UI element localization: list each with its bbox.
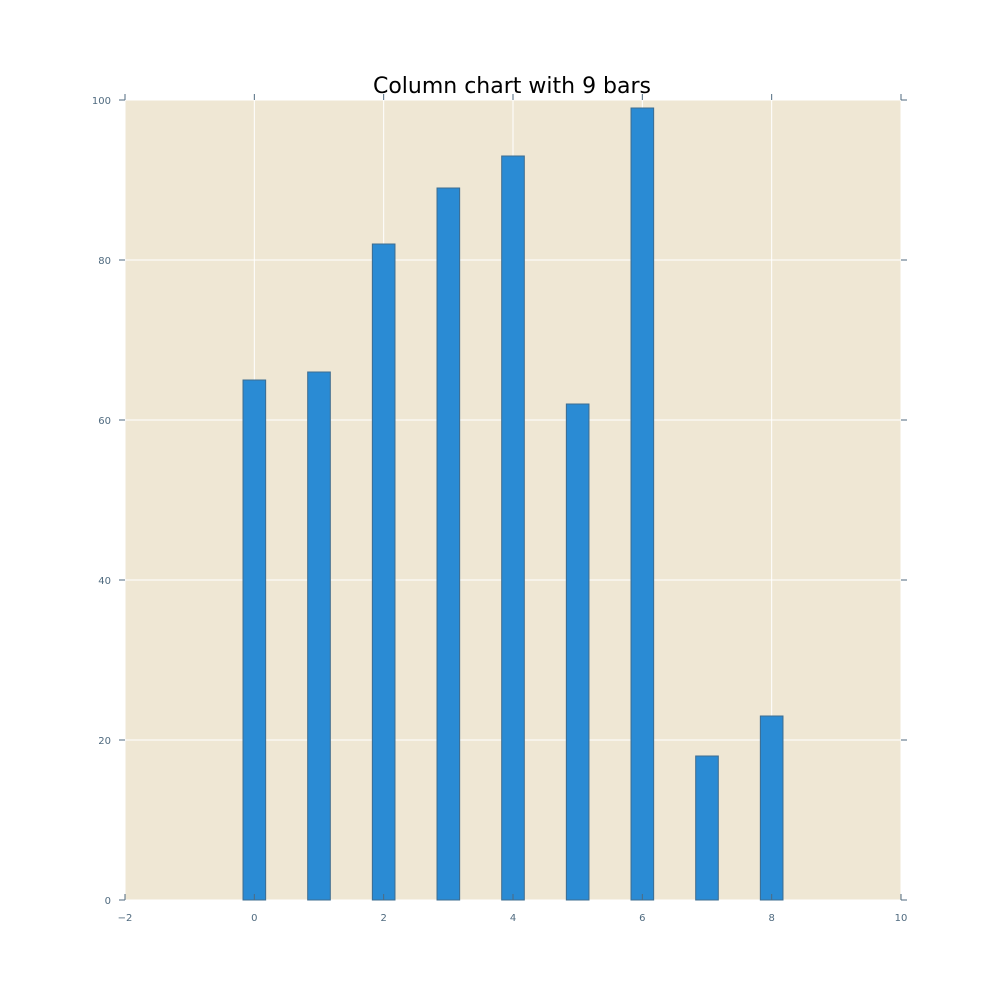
bar — [630, 107, 655, 901]
x-tick-label: −2 — [118, 913, 133, 924]
bar — [436, 187, 461, 901]
bar — [242, 379, 267, 901]
x-tick-label: 10 — [895, 913, 908, 924]
x-tick-label: 6 — [639, 913, 645, 924]
bar — [501, 155, 525, 901]
x-tick-label: 8 — [768, 913, 774, 924]
bar — [695, 755, 719, 901]
x-tick-label: 4 — [510, 913, 516, 924]
axis-ticks — [119, 94, 907, 901]
x-axis-tick-labels: −2 0 2 4 6 8 10 — [118, 913, 908, 924]
y-tick-label: 60 — [98, 416, 111, 427]
bar — [565, 403, 590, 901]
chart-title: Column chart with 9 bars — [373, 74, 651, 99]
x-tick-label: 2 — [380, 913, 386, 924]
bar — [307, 371, 331, 901]
y-tick-label: 0 — [105, 896, 111, 907]
y-tick-label: 80 — [98, 256, 111, 267]
y-tick-label: 100 — [92, 96, 111, 107]
y-axis-tick-labels: 0 20 40 60 80 100 — [92, 96, 111, 907]
y-tick-label: 40 — [98, 576, 111, 587]
y-tick-label: 20 — [98, 736, 111, 747]
bar — [371, 243, 396, 901]
bar — [759, 715, 784, 901]
bars — [242, 107, 784, 901]
x-tick-label: 0 — [251, 913, 257, 924]
